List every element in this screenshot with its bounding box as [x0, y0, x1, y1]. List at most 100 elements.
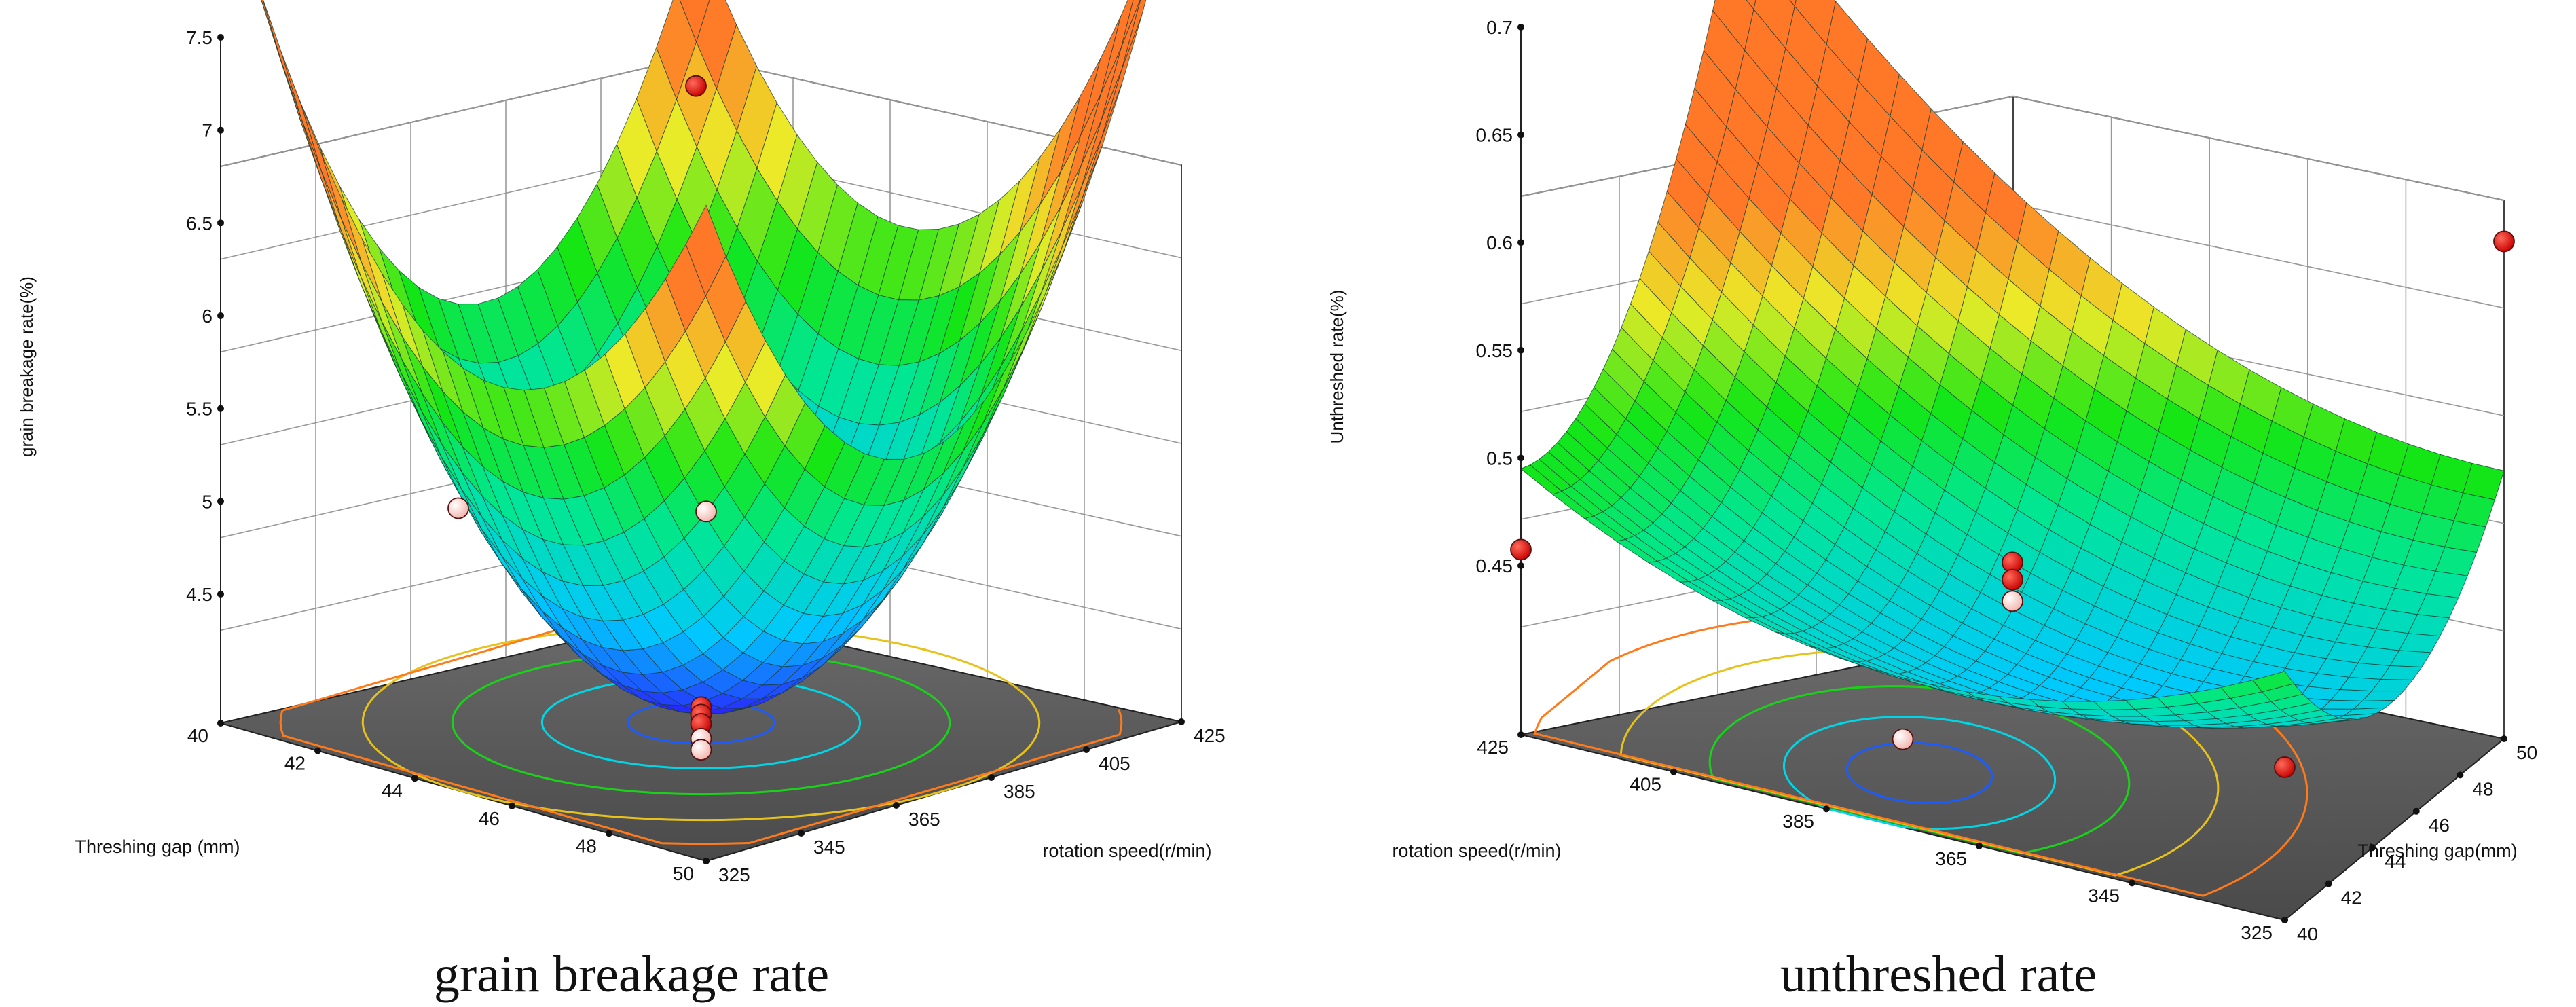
floor-contour-line — [1782, 716, 2057, 830]
surface-chart-grain-breakage: 4.5 5 5.5 6 6.5 7 7.5 grain breakage rate(%) 325… — [16, 0, 1226, 885]
v-tick-mark — [606, 830, 612, 837]
design-point — [447, 497, 469, 519]
u-tick-mark — [2325, 880, 2332, 887]
z-tick-label: 7 — [202, 120, 213, 141]
z-tick-label: 7.5 — [186, 27, 213, 48]
surface-cell — [261, 0, 282, 61]
v-tick-label: 365 — [1935, 848, 1967, 869]
z-tick-mark — [217, 312, 224, 319]
v-tick-mark — [314, 747, 321, 754]
u-tick-label: 48 — [2472, 778, 2493, 799]
design-point — [2002, 590, 2023, 612]
u-tick-mark — [2501, 735, 2507, 742]
v-tick-mark — [509, 802, 515, 809]
v-tick-mark — [411, 775, 418, 782]
floor-contour-line — [1845, 741, 1993, 804]
v-tick-label: 345 — [2088, 885, 2120, 906]
u-tick-mark — [2412, 807, 2420, 815]
v-tick-label: 42 — [284, 753, 306, 774]
z-tick-mark — [217, 591, 224, 598]
v-axis-label: Threshing gap (mm) — [75, 837, 240, 857]
u-tick-mark — [988, 774, 995, 781]
response-surface — [261, 0, 1147, 715]
v-tick-label: 46 — [479, 808, 500, 829]
v-tick-mark — [1670, 768, 1677, 775]
v-axis-label: rotation speed(r/min) — [1392, 841, 1561, 861]
z-tick-label: 0.7 — [1486, 17, 1513, 38]
u-tick-label: 365 — [908, 809, 940, 830]
v-tick-mark — [1823, 805, 1830, 813]
v-tick-mark — [2281, 917, 2288, 923]
u-axis-label: rotation speed(r/min) — [1042, 841, 1211, 861]
z-tick-mark — [1517, 562, 1524, 569]
surface-cell — [2252, 671, 2295, 693]
z-tick-mark — [1517, 454, 1524, 462]
design-point — [685, 75, 707, 97]
wall-grid-line — [2012, 96, 2505, 201]
z-tick-label: 0.5 — [1486, 447, 1513, 469]
u-tick-label: 405 — [1099, 753, 1130, 774]
z-tick-mark — [217, 498, 224, 505]
design-point — [2274, 756, 2296, 778]
caption-unthreshed: unthreshed rate — [1780, 946, 2097, 1003]
v-tick-label: 48 — [576, 835, 597, 856]
v-tick-mark — [703, 858, 710, 864]
design-points — [447, 75, 717, 761]
axes: 0.45 0.5 0.55 0.6 0.65 0.7 Unthreshed rate(%) 4… — [1327, 17, 2537, 945]
v-tick-mark — [217, 720, 224, 727]
v-tick-label: 40 — [187, 725, 208, 746]
design-points — [1510, 230, 2515, 778]
z-tick-mark — [217, 34, 224, 41]
v-tick-label: 50 — [673, 863, 694, 884]
z-tick-mark — [217, 219, 224, 227]
surface-chart-unthreshed: 0.45 0.5 0.55 0.6 0.65 0.7 Unthreshed rate(%) 4… — [1327, 0, 2537, 945]
z-tick-mark — [1517, 131, 1524, 139]
u-tick-label: 40 — [2297, 923, 2318, 945]
wall-grid-line — [220, 56, 697, 167]
u-tick-label: 42 — [2341, 887, 2362, 909]
surface-cell — [261, 0, 281, 60]
u-tick-mark — [2369, 844, 2376, 852]
z-tick-label: 0.6 — [1486, 232, 1513, 253]
surface-cell — [1746, 0, 1756, 10]
v-tick-mark — [1517, 731, 1524, 738]
u-tick-mark — [1083, 746, 1090, 753]
design-point — [695, 500, 717, 523]
z-tick-label: 5.5 — [186, 399, 213, 420]
v-tick-label: 385 — [1782, 811, 1814, 832]
z-tick-label: 6 — [202, 306, 213, 327]
u-tick-mark — [2457, 771, 2464, 779]
z-tick-mark — [217, 126, 224, 134]
z-tick-label: 0.55 — [1476, 340, 1513, 361]
z-tick-label: 6.5 — [186, 213, 213, 234]
z-tick-mark — [1517, 346, 1524, 354]
response-surface — [1520, 0, 2505, 729]
design-point — [2002, 568, 2023, 591]
v-tick-label: 325 — [2241, 922, 2273, 943]
z-tick-mark — [1517, 24, 1524, 31]
u-tick-label: 46 — [2429, 815, 2450, 836]
z-tick-label: 0.65 — [1476, 125, 1513, 146]
v-tick-label: 44 — [382, 780, 403, 801]
u-tick-label: 325 — [718, 864, 750, 885]
u-axis-label: Threshing gap(mm) — [2357, 841, 2518, 861]
z-tick-label: 4.5 — [186, 584, 213, 605]
u-tick-label: 345 — [813, 837, 845, 858]
z-tick-mark — [1517, 239, 1524, 246]
u-tick-mark — [893, 802, 900, 809]
v-tick-label: 405 — [1630, 774, 1661, 795]
z-axis-label: Unthreshed rate(%) — [1327, 290, 1347, 444]
u-tick-label: 44 — [2385, 851, 2406, 872]
design-point — [1510, 538, 1532, 561]
surface-cell — [685, 204, 726, 297]
v-tick-mark — [1976, 842, 1983, 849]
wall-grid-line — [2012, 203, 2505, 309]
axes: 4.5 5 5.5 6 6.5 7 7.5 grain breakage rate(%) 325… — [16, 27, 1226, 885]
u-tick-label: 425 — [1194, 725, 1226, 746]
v-tick-mark — [2129, 879, 2135, 887]
z-tick-mark — [217, 405, 224, 412]
u-tick-mark — [1178, 718, 1185, 725]
z-tick-label: 0.45 — [1476, 555, 1513, 576]
u-tick-label: 385 — [1004, 781, 1035, 802]
